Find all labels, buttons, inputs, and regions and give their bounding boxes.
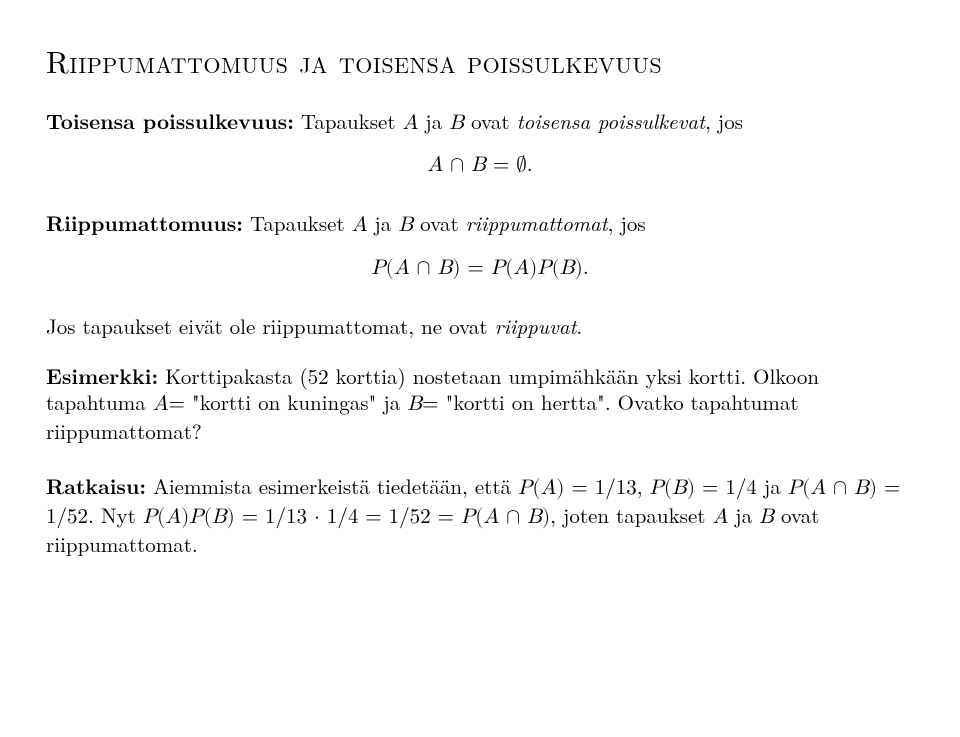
text: ,: [637, 471, 650, 501]
section-title: Riippumattomuus ja toisensa poissulkevuu…: [46, 38, 914, 82]
lead-label: Ratkaisu:: [46, 471, 146, 501]
note-dependent: Jos tapaukset eivät ole riippumattomat, …: [46, 313, 914, 339]
math-B: B: [449, 113, 464, 134]
math-B: B: [759, 507, 774, 528]
paren: ): [575, 258, 583, 279]
text: , jos: [705, 106, 743, 136]
math-A: A: [403, 113, 419, 134]
math-B: B: [407, 394, 422, 415]
term-italic: riippuvat: [495, 311, 577, 341]
text: , joten tapaukset: [550, 500, 712, 530]
empty-set: ∅: [516, 155, 527, 176]
text: Tapaukset: [294, 106, 403, 136]
math-A: A: [712, 507, 728, 528]
definition-independent: Riippumattomuus: Tapaukset A ja B ovat r…: [46, 210, 914, 239]
math-A: A: [427, 155, 443, 176]
equation-2: P(A ∩ B) = P(A)P(B).: [46, 256, 914, 281]
paren: (: [552, 258, 560, 279]
text: ja: [757, 471, 788, 501]
term-italic: toisensa poissulkevat: [517, 106, 705, 136]
op-eq: =: [486, 155, 516, 176]
math-P: P: [371, 258, 385, 279]
equation-1: A ∩ B = ∅.: [46, 153, 914, 178]
math-B: B: [398, 215, 413, 236]
dot: .: [583, 258, 589, 279]
text: = "kortti on kuningas" ja: [169, 387, 408, 417]
math: P(A) = 1/13: [518, 478, 637, 499]
term-italic: riippumattomat: [466, 208, 608, 238]
math-P: P: [491, 258, 505, 279]
text: ovat: [464, 106, 516, 136]
text: ja: [418, 106, 449, 136]
text: . Nyt: [88, 500, 143, 530]
lead-label: Toisensa poissulkevuus:: [46, 106, 294, 136]
page: Riippumattomuus ja toisensa poissulkevuu…: [0, 0, 960, 557]
text: ja: [367, 208, 398, 238]
text: ovat: [413, 208, 465, 238]
math-A: A: [352, 215, 368, 236]
paren: ): [452, 258, 460, 279]
dot: .: [527, 155, 533, 176]
text: Aiemmista esimerkeistä tiedetään, että: [146, 471, 518, 501]
math-B: B: [471, 155, 486, 176]
paren: (: [386, 258, 394, 279]
lead-label: Riippumattomuus:: [46, 208, 243, 238]
text: ja: [728, 500, 759, 530]
text: Jos tapaukset eivät ole riippumattomat, …: [46, 311, 495, 341]
math-A: A: [513, 258, 529, 279]
math-B: B: [438, 258, 453, 279]
op-cap: ∩: [410, 258, 438, 279]
math: P(A)P(B) = 1/13 · 1/4 = 1/52 = P(A ∩ B): [143, 507, 550, 528]
op-cap: ∩: [443, 155, 471, 176]
text: .: [576, 311, 582, 341]
example: Esimerkki: Korttipakasta (52 korttia) no…: [46, 363, 914, 445]
math: P(B) = 1/4: [650, 478, 757, 499]
math-A: A: [153, 394, 169, 415]
math-P: P: [537, 258, 551, 279]
definition-mutually-exclusive: Toisensa poissulkevuus: Tapaukset A ja B…: [46, 108, 914, 137]
solution: Ratkaisu: Aiemmista esimerkeistä tiedetä…: [46, 473, 914, 558]
math-A: A: [394, 258, 410, 279]
math-B: B: [560, 258, 575, 279]
op-eq: =: [461, 258, 491, 279]
text: , jos: [608, 208, 646, 238]
text: Tapaukset: [243, 208, 352, 238]
